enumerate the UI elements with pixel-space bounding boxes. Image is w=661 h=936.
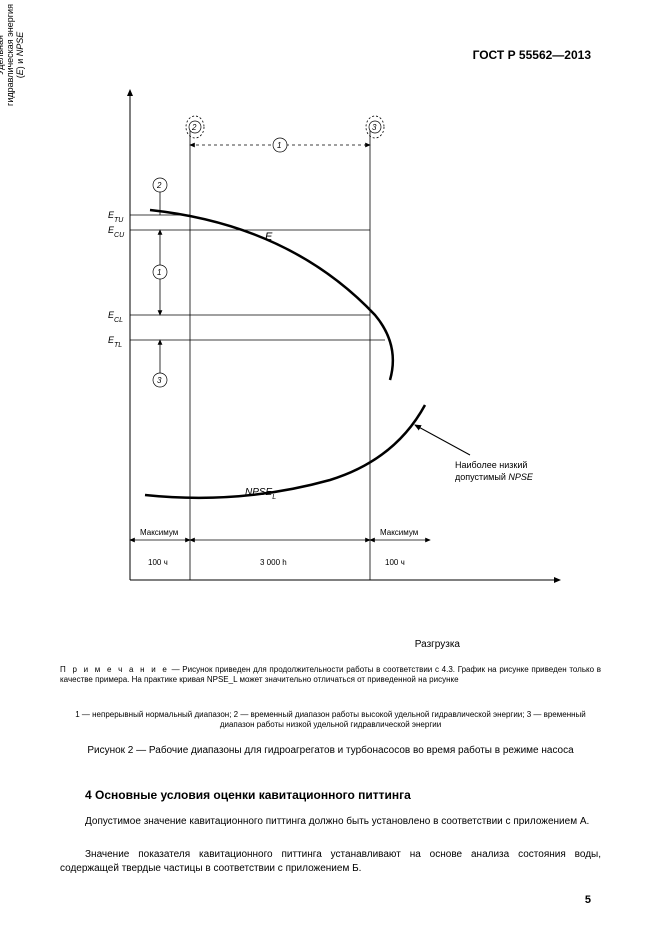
hours-left: 100 ч <box>148 558 168 567</box>
hours-right: 100 ч <box>385 558 405 567</box>
hours-mid: 3 000 h <box>260 558 287 567</box>
figure-caption: Рисунок 2 — Рабочие диапазоны для гидроа… <box>60 745 601 756</box>
ylabel-3: (E) и NPSE <box>15 0 25 115</box>
annotation-line2: допустимый NPSE <box>455 472 534 482</box>
note-label: П р и м е ч а н и е <box>60 665 169 674</box>
note: П р и м е ч а н и е — Рисунок приведен д… <box>60 665 601 686</box>
page: ГОСТ Р 55562—2013 Удельная гидравлическа… <box>0 0 661 936</box>
svg-text:1: 1 <box>157 268 161 277</box>
y-axis-label: Удельная гидравлическая энергия (E) и NP… <box>0 0 25 115</box>
tick-ecu: ECU <box>108 225 125 239</box>
tick-ecl: ECL <box>108 310 123 324</box>
paragraph-2: Значение показателя кавитационного питти… <box>60 848 601 875</box>
chart-svg: ETU ECU ECL ETL E NPSEL Наиболее низкий … <box>60 80 600 630</box>
page-number: 5 <box>585 894 591 906</box>
max-left: Максимум <box>140 528 178 537</box>
legend: 1 — непрерывный нормальный диапазон; 2 —… <box>60 710 601 731</box>
svg-text:3: 3 <box>157 376 162 385</box>
svg-text:1: 1 <box>277 141 281 150</box>
annotation-line1: Наиболее низкий <box>455 460 527 470</box>
curve-e-label: E <box>265 231 273 243</box>
x-axis-label: Разгрузка <box>415 639 460 650</box>
standard-code: ГОСТ Р 55562—2013 <box>473 48 591 62</box>
annotation-arrow <box>415 425 470 455</box>
figure-2: Удельная гидравлическая энергия (E) и NP… <box>60 80 600 630</box>
section-4-title: 4 Основные условия оценки кавитационного… <box>85 788 411 802</box>
tick-etl: ETL <box>108 335 122 349</box>
curve-npse-label: NPSEL <box>245 487 276 501</box>
ylabel-2: гидравлическая энергия <box>5 0 15 115</box>
svg-text:2: 2 <box>191 123 197 132</box>
tick-etu: ETU <box>108 210 124 224</box>
max-right: Максимум <box>380 528 418 537</box>
svg-text:2: 2 <box>156 181 162 190</box>
svg-text:3: 3 <box>372 123 377 132</box>
paragraph-1: Допустимое значение кавитационного питти… <box>60 815 601 829</box>
curve-npse <box>145 405 425 498</box>
